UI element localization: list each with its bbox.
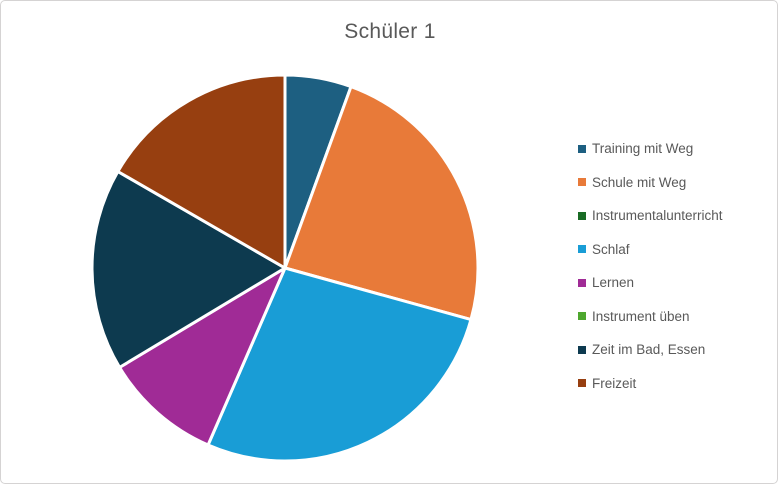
legend-item-instrument-ueben[interactable]: Instrument üben — [578, 307, 723, 326]
legend-label: Lernen — [592, 275, 635, 290]
legend-label: Zeit im Bad, Essen — [592, 342, 706, 357]
pie-slice-6[interactable] — [90, 170, 287, 369]
pie-slice-3[interactable] — [206, 266, 473, 463]
pie-slice-1[interactable] — [283, 85, 480, 322]
legend-item-zeit-im-bad-essen[interactable]: Zeit im Bad, Essen — [578, 340, 723, 359]
legend: Training mit Weg Schule mit Weg Instrume… — [578, 139, 723, 407]
legend-label: Schlaf — [592, 241, 630, 257]
legend-item-training-mit-weg[interactable]: Training mit Weg — [578, 139, 723, 158]
pie-slice-4[interactable] — [118, 266, 287, 447]
legend-marker-square — [578, 144, 586, 153]
legend-label: Training mit Weg — [592, 141, 694, 156]
legend-item-schlaf[interactable]: Schlaf — [578, 240, 723, 259]
legend-marker-square — [578, 245, 586, 253]
pie-slice-7[interactable] — [116, 73, 287, 270]
legend-label: Schule mit Weg — [592, 174, 687, 190]
legend-item-lernen[interactable]: Lernen — [578, 273, 723, 292]
legend-marker-square — [578, 211, 586, 220]
legend-label: Instrument üben — [592, 308, 690, 324]
legend-label: Instrumentalunterricht — [592, 208, 723, 223]
legend-marker-square — [578, 312, 586, 320]
legend-item-freizeit[interactable]: Freizeit — [578, 374, 723, 393]
chart-title: Schüler 1 — [344, 20, 436, 43]
legend-marker-square — [578, 345, 586, 354]
legend-marker-square — [578, 379, 586, 387]
legend-label: Freizeit — [592, 375, 637, 391]
legend-item-instrumentalunterricht[interactable]: Instrumentalunterricht — [578, 206, 723, 225]
legend-marker-square — [578, 178, 586, 186]
legend-marker-square — [578, 278, 586, 287]
legend-item-schule-mit-weg[interactable]: Schule mit Weg — [578, 173, 723, 192]
